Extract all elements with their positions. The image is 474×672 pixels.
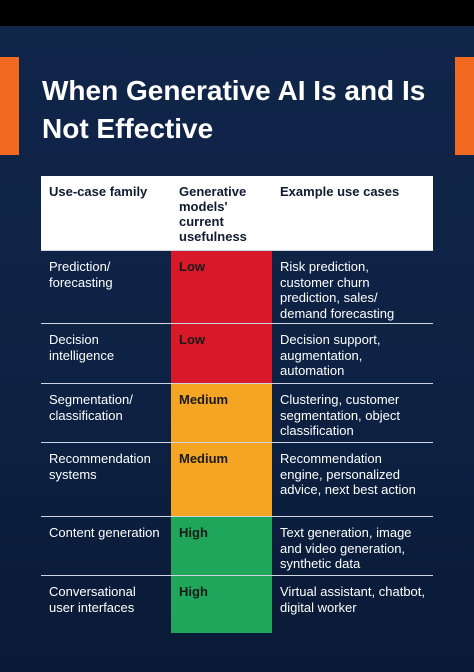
table-row: Recommendation systems Medium Recommendati… (41, 442, 433, 516)
column-header: Use-case family (49, 184, 148, 199)
title: When Generative AI Is and Is Not Effecti… (42, 75, 426, 144)
use-case-family: Recommendation systems (49, 451, 151, 482)
table-row: Content generation High Text generation, i… (41, 516, 433, 575)
use-case-family: Decision intelligence (49, 332, 115, 363)
usefulness: Low (171, 324, 272, 383)
usefulness: High (171, 517, 272, 575)
example-use-cases: Recommendation engine, personalized advi… (280, 451, 416, 497)
table-row: Prediction/ forecasting Low Risk predictio… (41, 250, 433, 323)
accent-bar (0, 57, 19, 155)
use-case-family: Conversational user interfaces (49, 584, 136, 615)
table-header: Use-case family Generative models' curre… (41, 176, 433, 250)
accent-bar (455, 57, 474, 155)
example-use-cases: Decision support, augmentation, automati… (280, 332, 381, 378)
top-band (0, 0, 474, 26)
usefulness: Low (171, 251, 272, 323)
usefulness: High (171, 576, 272, 633)
column-header: Generative models' current usefulness (179, 184, 247, 244)
use-case-family: Segmentation/ classification (49, 392, 133, 423)
example-use-cases: Risk prediction, customer churn predicti… (280, 259, 395, 321)
usefulness: Medium (171, 384, 272, 442)
table: Use-case family Generative models' curre… (41, 176, 433, 633)
example-use-cases: Text generation, image and video generat… (280, 525, 412, 571)
table-row: Decision intelligence Low Decision support… (41, 323, 433, 383)
table-row: Segmentation/ classification Medium Cluste… (41, 383, 433, 442)
use-case-family: Prediction/ forecasting (49, 259, 113, 290)
usefulness: Medium (171, 443, 272, 516)
table-row: Conversational user interfaces High Virtua… (41, 575, 433, 633)
example-use-cases: Virtual assistant, chatbot, digital work… (280, 584, 426, 615)
use-case-family: Content generation (49, 525, 160, 540)
example-use-cases: Clustering, customer segmentation, objec… (280, 392, 400, 438)
column-header: Example use cases (280, 184, 400, 199)
